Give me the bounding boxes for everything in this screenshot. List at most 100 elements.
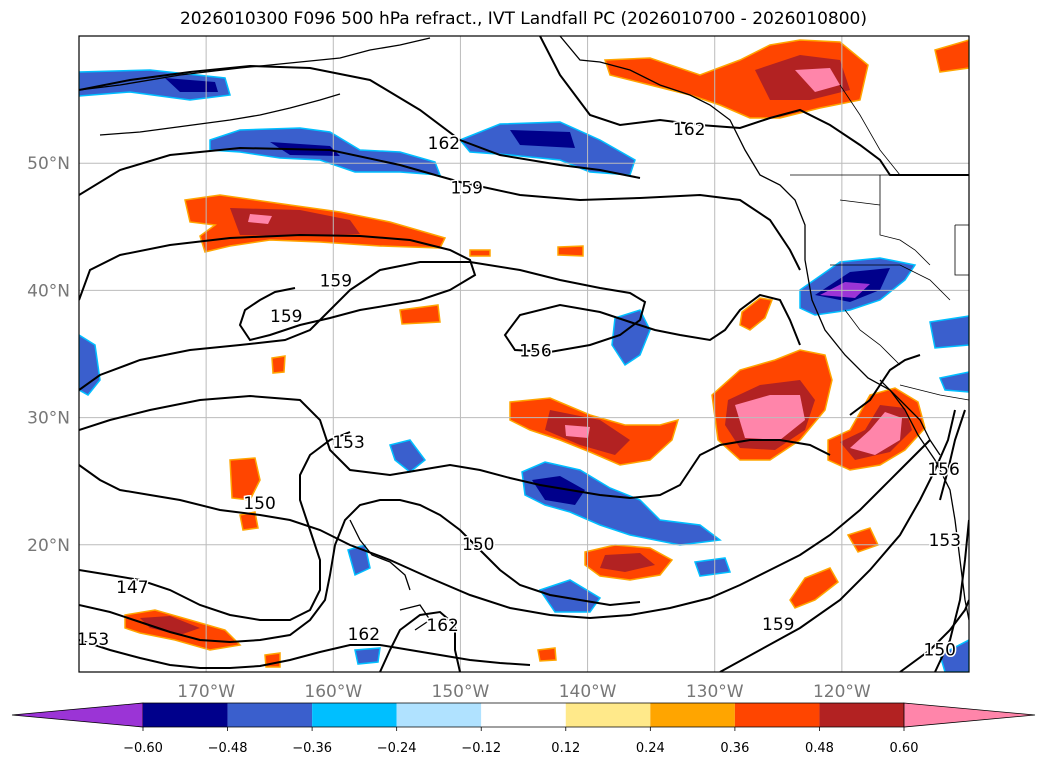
positive-anomaly-ne-corner <box>934 39 969 73</box>
contour-156-south <box>79 639 531 669</box>
contour-labels: 162 162 159 159 156 153 150 150 147 153 156 162 162 1… <box>27 119 963 669</box>
negative-anomaly-south-4 <box>693 557 732 577</box>
coastline-baja <box>879 379 941 456</box>
contour-153 <box>79 394 831 500</box>
colorbar-bin <box>565 703 651 727</box>
positive-anomaly-south-5 <box>537 647 557 662</box>
state-border-6 <box>954 224 969 276</box>
contour-162-upper <box>539 36 969 176</box>
colorbar-under-extension <box>11 702 144 728</box>
contour-153-south <box>79 499 641 644</box>
colorbar-bin <box>143 703 228 727</box>
contour-label: 153 <box>332 433 364 453</box>
contour-label: 156 <box>927 460 959 480</box>
contour-label: 147 <box>116 578 148 598</box>
contour-east-loop <box>849 354 921 416</box>
longitude-tick-label: 150°W <box>432 682 490 702</box>
contour-156 <box>79 261 801 391</box>
coastline-alaska <box>79 37 431 91</box>
positive-anomaly-baja-core <box>850 412 902 455</box>
negative-anomaly-nw-core <box>165 78 218 92</box>
latitude-tick-label: 40°N <box>27 281 70 301</box>
longitude-tick-label: 120°W <box>813 682 871 702</box>
chart-title: 2026010300 F096 500 hPa refract., IVT La… <box>179 9 867 29</box>
canada-border-north <box>839 84 901 176</box>
state-border-1 <box>879 175 931 266</box>
colorbar: −0.60 −0.48 −0.36 −0.24 −0.12 0.12 0.24 0.36 0.4… <box>11 702 1036 756</box>
gridlines <box>79 36 969 672</box>
negative-anomaly-west-edge <box>79 334 101 396</box>
coastline-hawaii-2 <box>399 604 431 631</box>
positive-anomaly-small-1 <box>399 304 441 325</box>
contour-label: 159 <box>451 179 483 199</box>
negative-anomaly-south-2 <box>347 544 371 577</box>
refractivity-contours <box>79 36 969 672</box>
positive-anomaly-w-mid <box>230 208 360 236</box>
longitude-tick-label: 160°W <box>304 682 362 702</box>
positive-anomaly-se-1 <box>789 567 839 609</box>
negative-anomaly-east <box>929 315 969 349</box>
state-border-5 <box>899 384 969 401</box>
state-border-2 <box>839 199 881 206</box>
contour-label: 159 <box>320 271 352 291</box>
contour-147 <box>79 431 351 621</box>
colorbar-tick-label: 0.12 <box>551 741 580 756</box>
colorbar-tick-label: −0.24 <box>377 741 417 756</box>
positive-anomaly-central-core <box>565 425 590 438</box>
coastline-aleutians <box>99 93 341 136</box>
negative-anomaly-se-corner <box>939 639 969 672</box>
colorbar-bin <box>734 703 820 727</box>
negative-anomaly-nw <box>79 69 231 101</box>
contour-162-north <box>79 64 641 179</box>
contour-label: 153 <box>77 630 109 650</box>
contour-162-south <box>379 610 461 672</box>
negative-anomaly-central <box>611 309 651 367</box>
contour-label: 150 <box>243 494 275 514</box>
colorbar-bin <box>227 703 313 727</box>
colorbar-bin <box>396 703 482 727</box>
positive-anomaly-small-3 <box>469 249 491 257</box>
colorbar-tick-label: 0.60 <box>890 741 919 756</box>
contour-label: 162 <box>428 134 460 154</box>
negative-anomaly-sw-edge <box>354 647 381 665</box>
contour-label: 162 <box>348 625 380 645</box>
contour-label: 162 <box>426 616 458 636</box>
colorbar-tick-label: −0.48 <box>208 741 248 756</box>
colorbar-tick-label: 0.24 <box>636 741 665 756</box>
colorbar-tick-label: −0.36 <box>292 741 332 756</box>
state-border-3 <box>830 264 951 301</box>
longitude-labels: 170°W 160°W 150°W 140°W 130°W 120°W <box>177 682 871 702</box>
contour-159-south <box>719 409 956 672</box>
contour-156-east <box>939 409 966 501</box>
colorbar-over-extension <box>903 702 1036 728</box>
contour-label: 153 <box>929 531 961 551</box>
contour-label: 159 <box>762 615 794 635</box>
contour-150-east <box>899 599 969 672</box>
colorbar-bin <box>819 703 904 727</box>
positive-anomaly-left-1 <box>229 457 261 501</box>
contour-label: 162 <box>673 120 705 140</box>
positive-anomaly-bc-core <box>795 68 840 92</box>
negative-anomaly-lower-central-core <box>532 476 585 505</box>
contour-159-loop <box>79 233 477 342</box>
negative-anomaly-gulf-core <box>510 130 575 148</box>
contour-159-north <box>79 146 801 271</box>
contour-label: 156 <box>519 341 551 361</box>
colorbar-bin <box>312 703 397 727</box>
contour-label: 159 <box>270 307 302 327</box>
contour-label: 150 <box>924 640 956 660</box>
colorbar-bin <box>481 703 566 727</box>
longitude-tick-label: 170°W <box>177 682 235 702</box>
positive-anomaly-east-small <box>739 297 774 331</box>
positive-anomaly-w-core <box>248 214 272 224</box>
negative-anomaly-east-2 <box>938 371 969 393</box>
longitude-tick-label: 130°W <box>686 682 744 702</box>
contour-label: 150 <box>462 535 494 555</box>
positive-anomaly-sw-mid <box>140 616 200 635</box>
contour-label: 156 <box>27 649 59 669</box>
latitude-tick-label: 20°N <box>27 536 70 556</box>
colorbar-tick-label: −0.12 <box>461 741 501 756</box>
positive-anomaly-left-3 <box>271 355 286 374</box>
colorbar-tick-label: 0.36 <box>720 741 749 756</box>
negative-anomaly-south-1 <box>538 579 602 613</box>
